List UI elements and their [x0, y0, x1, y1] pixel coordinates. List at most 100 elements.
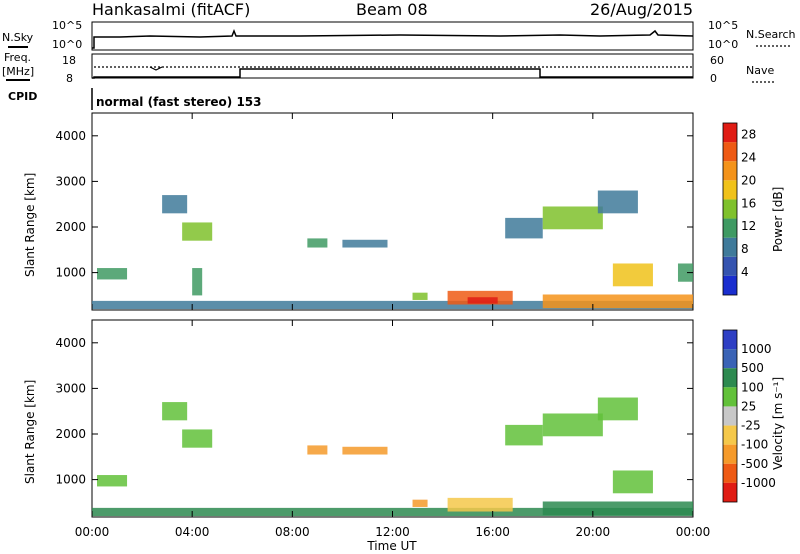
power-colorbar-cell	[723, 275, 737, 295]
power-colorbar-tick: 12	[741, 219, 756, 233]
freq-tick-bottom: 8	[66, 72, 73, 85]
velocity-colorbar-cell	[723, 387, 737, 407]
power-colorbar-cell	[723, 161, 737, 181]
power-colorbar-cell	[723, 237, 737, 257]
power-colorbar-tick: 28	[741, 127, 756, 141]
velocity-region	[542, 501, 693, 516]
power-colorbar-cell	[723, 199, 737, 219]
power-region	[342, 239, 388, 248]
x-axis-label: Time UT	[366, 539, 417, 553]
cpid-label: CPID	[8, 90, 37, 103]
power-colorbar-label: Power [dB]	[771, 187, 785, 252]
velocity-colorbar-tick: -25	[741, 419, 761, 433]
power-ytick-label: 4000	[55, 129, 86, 143]
power-region	[412, 292, 428, 300]
velocity-region	[412, 499, 428, 507]
velocity-colorbar-cell	[723, 463, 737, 483]
power-region	[192, 268, 203, 296]
power-colorbar-tick: 16	[741, 196, 756, 210]
power-region	[597, 190, 638, 214]
power-ytick-label: 1000	[55, 266, 86, 280]
velocity-colorbar-tick: -100	[741, 438, 768, 452]
velocity-region	[597, 397, 638, 421]
power-region	[542, 206, 603, 230]
nsky-tick-top: 10^5	[52, 19, 82, 32]
power-region	[542, 294, 693, 309]
velocity-region	[182, 429, 213, 448]
power-ytick-label: 3000	[55, 174, 86, 188]
power-region	[182, 222, 213, 241]
nave-tick-top: 60	[710, 54, 724, 67]
velocity-colorbar-cell	[723, 444, 737, 464]
nsearch-tick-bottom: 10^0	[708, 38, 738, 51]
power-ylabel: Slant Range [km]	[23, 173, 37, 277]
velocity-region	[505, 424, 543, 446]
power-region	[467, 297, 498, 304]
freq-label: Freq.	[4, 51, 31, 64]
velocity-colorbar-cell	[723, 425, 737, 445]
x-tick-label: 16:00	[475, 525, 510, 539]
velocity-ytick-label: 4000	[55, 336, 86, 350]
velocity-colorbar-cell	[723, 368, 737, 388]
velocity-region	[542, 413, 603, 437]
cpid-text: normal (fast stereo) 153	[96, 95, 262, 109]
velocity-colorbar-tick: 100	[741, 380, 764, 394]
nsky-trace	[92, 28, 694, 49]
nave-tick-bottom: 0	[710, 72, 717, 85]
nave-label: Nave	[746, 64, 774, 77]
velocity-panel: 1000 2000 3000 4000	[55, 319, 694, 518]
nave-dip	[149, 66, 163, 71]
freq-tick-top: 18	[62, 54, 76, 67]
x-tick-label: 00:00	[676, 525, 711, 539]
velocity-region	[342, 446, 388, 455]
power-colorbar-tick: 24	[741, 150, 756, 164]
nsearch-label: N.Search	[746, 28, 796, 41]
power-colorbar-tick: 8	[741, 242, 749, 256]
velocity-colorbar-cell	[723, 406, 737, 426]
velocity-colorbar-tick: -500	[741, 457, 768, 471]
power-colorbar-tick: 4	[741, 265, 749, 279]
velocity-region	[97, 475, 128, 487]
x-tick-label: 00:00	[75, 525, 110, 539]
velocity-ytick-label: 2000	[55, 427, 86, 441]
power-colorbar-cell	[723, 180, 737, 200]
power-colorbar-cell	[723, 123, 737, 143]
velocity-ylabel: Slant Range [km]	[23, 380, 37, 484]
velocity-ytick-label: 1000	[55, 473, 86, 487]
velocity-colorbar-tick: -1000	[741, 476, 776, 490]
velocity-region	[447, 497, 513, 512]
power-colorbar-cell	[723, 142, 737, 162]
velocity-region	[162, 402, 188, 421]
velocity-colorbar-tick: 500	[741, 361, 764, 375]
nsky-tick-bottom: 10^0	[52, 38, 82, 51]
power-region	[677, 263, 693, 282]
x-tick-label: 08:00	[275, 525, 310, 539]
power-colorbar-cell	[723, 256, 737, 276]
power-region	[307, 238, 328, 248]
velocity-colorbar-tick: 1000	[741, 342, 772, 356]
beam-title: Beam 08	[356, 0, 428, 19]
velocity-colorbar-frame	[722, 329, 738, 503]
power-region	[162, 195, 188, 214]
x-tick-label: 04:00	[175, 525, 210, 539]
nsearch-tick-top: 10^5	[708, 19, 738, 32]
freq-unit: [MHz]	[2, 65, 34, 78]
velocity-colorbar-cell	[723, 482, 737, 502]
velocity-colorbar-cell	[723, 349, 737, 369]
velocity-colorbar: 1000 500 100 25 -25 -100 -500 -1000	[722, 329, 776, 503]
power-region	[97, 268, 128, 280]
station-title: Hankasalmi (fitACF)	[92, 0, 250, 19]
velocity-colorbar-tick: 25	[741, 399, 756, 413]
velocity-region	[307, 445, 328, 455]
power-colorbar: 4 8 12 16 20 24 28	[722, 122, 756, 296]
date-title: 26/Aug/2015	[590, 0, 693, 19]
x-tick-label: 12:00	[375, 525, 410, 539]
power-panel: 1000 2000 3000 4000	[55, 112, 694, 311]
freq-panel	[91, 53, 694, 79]
nsky-label: N.Sky	[2, 31, 34, 44]
freq-trace	[92, 68, 693, 79]
velocity-region	[612, 470, 653, 494]
power-colorbar-tick: 20	[741, 173, 756, 187]
power-colorbar-cell	[723, 218, 737, 238]
